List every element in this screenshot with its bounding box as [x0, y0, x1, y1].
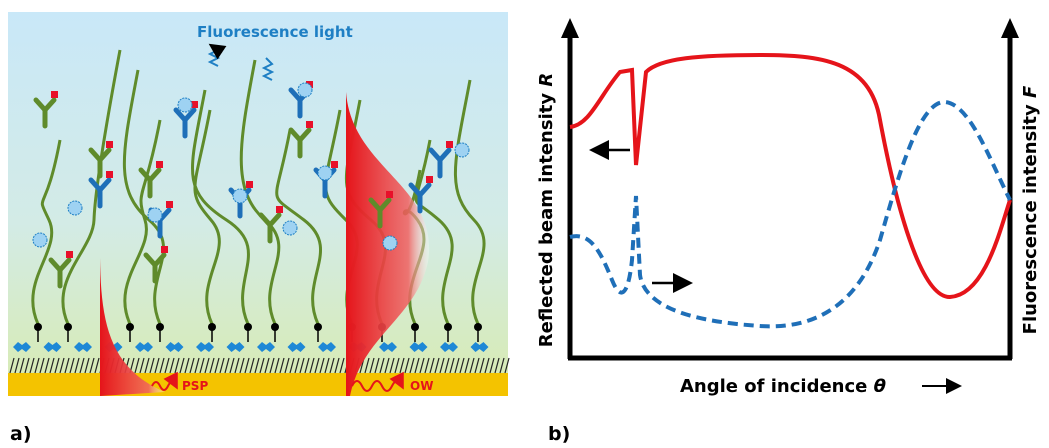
panel-a: PSP OW Fluorescence light: [8, 12, 509, 396]
fluorophore: [318, 166, 332, 180]
y-left-text: Reflected beam intensity: [536, 93, 557, 348]
antigen: [106, 171, 113, 178]
fluorophore: [233, 189, 247, 203]
panel-label: a): [10, 423, 32, 445]
axis-arrow: [1001, 18, 1019, 38]
y-left-label: Reflected beam intensity R: [536, 73, 557, 348]
y-right-label: Fluorescence intensity F: [1020, 85, 1041, 334]
antigen: [66, 251, 73, 258]
antigen: [306, 121, 313, 128]
anchor-dot: [126, 323, 134, 331]
antigen: [156, 161, 163, 168]
fluorophore: [33, 233, 47, 247]
antigen: [166, 201, 173, 208]
anchor-dot: [208, 323, 216, 331]
fluorophore: [383, 236, 397, 250]
antigen: [106, 141, 113, 148]
anchor-dot: [271, 323, 279, 331]
antigen: [276, 206, 283, 213]
anchor-dot: [244, 323, 252, 331]
antigen: [426, 176, 433, 183]
fluorophore: [455, 143, 469, 157]
ow-label: OW: [410, 379, 433, 393]
anchor-dot: [411, 323, 419, 331]
y-right-variable: F: [1020, 85, 1041, 98]
anchor-dot: [314, 323, 322, 331]
anchor-dot: [156, 323, 164, 331]
antigen: [51, 91, 58, 98]
x-variable: θ: [874, 376, 886, 397]
panel-b: Reflected beam intensity R Fluorescence …: [536, 18, 1041, 397]
antigen: [446, 141, 453, 148]
psp-label: PSP: [182, 379, 208, 393]
fluorophore: [68, 201, 82, 215]
antigen: [246, 181, 253, 188]
antigen: [161, 246, 168, 253]
reflectivity-curve: [570, 55, 1010, 297]
panel-label: b): [548, 423, 570, 445]
anchor-dot: [34, 323, 42, 331]
fluorophore: [283, 221, 297, 235]
emission-label: Fluorescence light: [197, 23, 353, 41]
x-text: Angle of incidence: [680, 376, 867, 397]
anchor-dot: [474, 323, 482, 331]
antigen: [386, 191, 393, 198]
antigen: [331, 161, 338, 168]
figure: PSP OW Fluorescence light a) Reflected b…: [0, 0, 1049, 448]
anchor-dot: [64, 323, 72, 331]
anchor-dot: [444, 323, 452, 331]
fluorophore: [178, 98, 192, 112]
background: [8, 12, 508, 396]
y-left-variable: R: [536, 73, 557, 87]
axis-arrow: [561, 18, 579, 38]
x-label: Angle of incidence θ: [680, 376, 886, 397]
y-right-text: Fluorescence intensity: [1020, 104, 1041, 334]
fluorophore: [148, 208, 162, 222]
fluorophore: [298, 83, 312, 97]
